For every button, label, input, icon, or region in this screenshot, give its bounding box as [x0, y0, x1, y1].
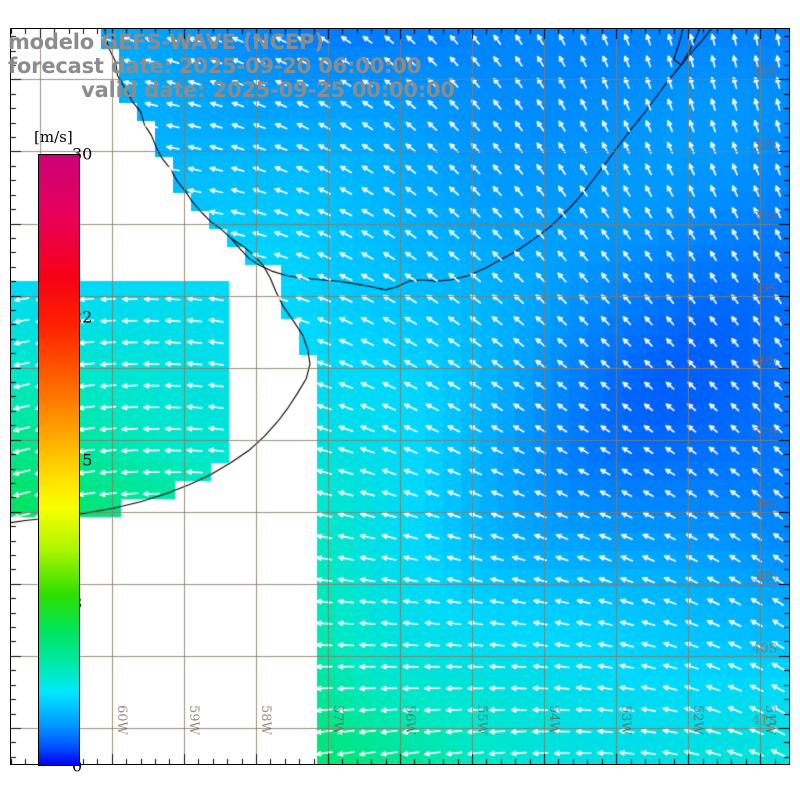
colorbar-tick-0: 0	[72, 756, 83, 776]
lat-label-40S: 40S	[752, 641, 778, 657]
lon-label-56W: 56W	[402, 705, 417, 735]
title-model: modelo GEFS-WAVE (NCEP)	[8, 30, 324, 54]
lon-label-54W: 54W	[546, 705, 562, 735]
lon-label-60W: 60W	[113, 705, 129, 735]
lat-label-37S: 37S	[752, 425, 778, 441]
lon-label-52W: 52W	[690, 705, 706, 735]
lon-label-59W: 59W	[185, 705, 201, 735]
lat-label-35S: 35S	[752, 281, 778, 297]
colorbar-unit-label: [m/s]	[34, 128, 73, 146]
lat-label-34S: 34S	[752, 209, 778, 225]
colorbar-gradient	[38, 154, 80, 766]
lat-label-33S: 33S	[752, 137, 778, 152]
lon-label-51W: 51W	[762, 705, 778, 735]
lon-label-58W: 58W	[257, 705, 273, 735]
title-valid-date: valid date: 2025-09-25 00:00:00	[81, 78, 455, 102]
lon-label-53W: 53W	[618, 705, 634, 735]
title-forecast-date: forecast date: 2025-09-20 06:00:00	[8, 54, 422, 78]
plot-frame	[10, 28, 790, 765]
windspeed-heatmap	[11, 29, 789, 764]
lat-label-38S: 38S	[752, 497, 778, 513]
page-title: modelo GEFS-WAVE (NCEP) forecast date: 2…	[8, 30, 528, 102]
lat-label-36S: 36S	[752, 353, 778, 369]
lat-label-32S: 32S	[752, 64, 778, 80]
lat-label-39S: 39S	[752, 569, 778, 585]
lon-label-55W: 55W	[474, 705, 490, 735]
lon-label-57W: 57W	[329, 705, 345, 735]
